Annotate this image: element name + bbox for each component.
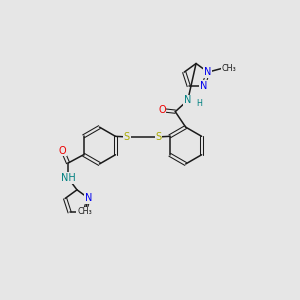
Text: O: O [158,105,166,115]
Text: N: N [204,67,211,77]
Text: H: H [196,99,202,108]
Text: O: O [59,146,67,156]
Text: N: N [184,95,191,105]
Text: N: N [85,194,92,203]
Text: S: S [155,132,161,142]
Text: N: N [81,207,88,218]
Text: N: N [200,81,207,91]
Text: CH₃: CH₃ [221,64,236,73]
Text: CH₃: CH₃ [77,207,92,216]
Text: S: S [124,132,130,142]
Text: NH: NH [61,173,75,183]
